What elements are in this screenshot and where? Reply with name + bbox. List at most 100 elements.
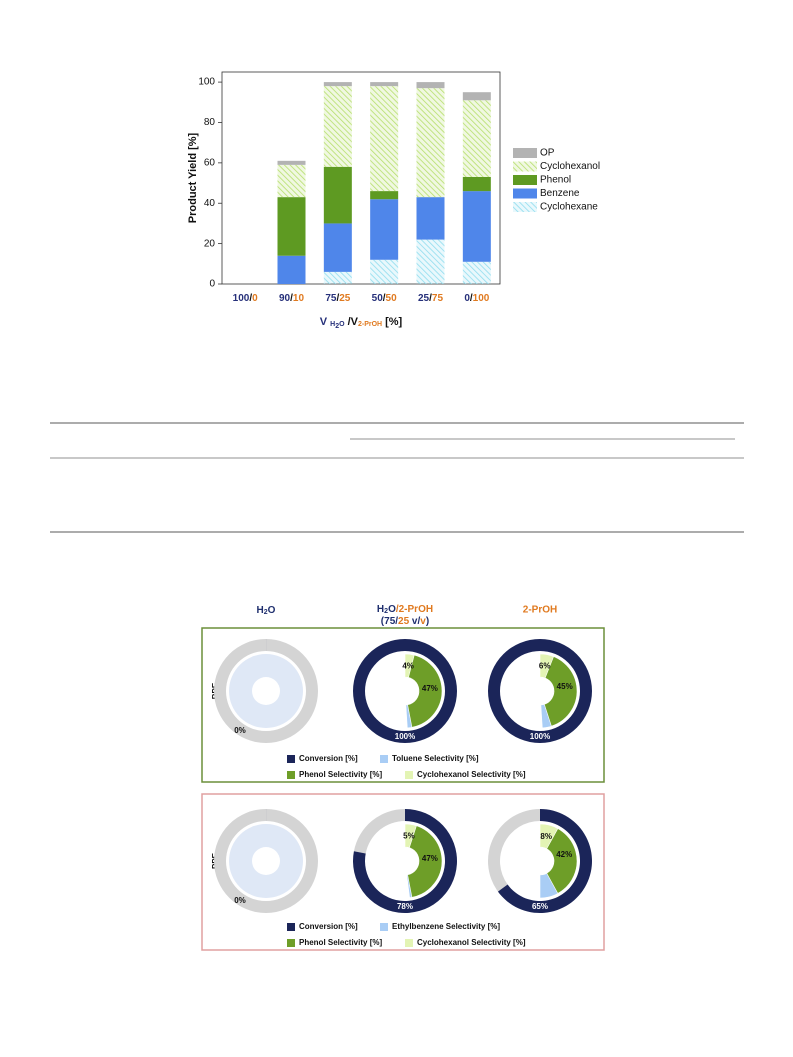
selectivity-slice bbox=[404, 823, 443, 898]
bar-segment bbox=[277, 160, 306, 165]
ring-rest bbox=[353, 809, 405, 854]
bar-segment bbox=[416, 239, 445, 284]
legend-swatch bbox=[513, 202, 537, 212]
bar-segment bbox=[277, 255, 306, 284]
legend-swatch bbox=[513, 161, 537, 172]
header-part: O bbox=[268, 605, 276, 616]
row-frame bbox=[201, 627, 605, 783]
bar-segment bbox=[323, 223, 352, 272]
selectivity-label: 8% bbox=[540, 832, 552, 841]
x-label-part: [%] bbox=[385, 316, 402, 328]
x-tick-label-part: 90 bbox=[279, 293, 291, 304]
selectivity-label: 45% bbox=[557, 682, 573, 691]
legend-swatch bbox=[513, 188, 537, 199]
legend-label: Cyclohexanol Selectivity [%] bbox=[417, 770, 526, 779]
plot-frame bbox=[221, 71, 501, 285]
bar-segment bbox=[323, 86, 352, 167]
selectivity-slice bbox=[404, 653, 415, 678]
bar-segment bbox=[462, 176, 491, 192]
x-tick-label: 50/50 bbox=[372, 293, 397, 304]
selectivity-label: 6% bbox=[539, 662, 551, 671]
x-label-part: O bbox=[339, 321, 345, 328]
column-header: H2O/2-PrOH bbox=[377, 604, 433, 615]
legend-label: Phenol Selectivity [%] bbox=[299, 938, 382, 947]
empty-core bbox=[252, 677, 280, 705]
selectivity-label: 4% bbox=[402, 661, 414, 670]
bar-segment bbox=[462, 191, 491, 262]
y-tick-label: 100 bbox=[198, 77, 215, 88]
legend-swatch bbox=[405, 939, 413, 947]
selectivity-slice bbox=[539, 823, 559, 850]
legend-swatch bbox=[287, 939, 295, 947]
bar-segment bbox=[462, 92, 491, 101]
bar-segment bbox=[277, 164, 306, 198]
legend-swatch bbox=[380, 755, 388, 763]
y-tick-label: 80 bbox=[204, 117, 216, 128]
empty-core bbox=[252, 847, 280, 875]
conversion-label: 100% bbox=[395, 732, 415, 741]
selectivity-label: 42% bbox=[556, 850, 572, 859]
x-tick-label-part: 0 bbox=[464, 293, 470, 304]
x-tick-label-part: / bbox=[383, 293, 386, 304]
selectivity-label: 47% bbox=[422, 854, 438, 863]
conversion-label: 0% bbox=[234, 896, 246, 905]
x-label-part: V bbox=[320, 316, 328, 328]
bar-segment bbox=[370, 82, 399, 87]
header-part: 25 bbox=[398, 616, 410, 627]
x-tick-label-part: / bbox=[290, 293, 293, 304]
bar-segment bbox=[370, 199, 399, 260]
y-tick-label: 0 bbox=[209, 279, 215, 290]
legend-label: OP bbox=[540, 148, 555, 159]
x-tick-label-part: 50 bbox=[372, 293, 384, 304]
y-tick-label: 20 bbox=[204, 238, 216, 249]
x-label-part: 2-PrOH bbox=[358, 321, 382, 328]
header-part: H bbox=[257, 605, 264, 616]
legend-swatch bbox=[513, 175, 537, 185]
bar-segment bbox=[416, 82, 445, 89]
legend-label: Benzene bbox=[540, 188, 580, 199]
legend-swatch bbox=[513, 148, 537, 158]
x-tick-label-part: / bbox=[429, 293, 432, 304]
legend-label: Conversion [%] bbox=[299, 754, 358, 763]
legend-swatch bbox=[287, 755, 295, 763]
x-tick-label-part: 50 bbox=[386, 293, 398, 304]
x-tick-label: 25/75 bbox=[418, 293, 443, 304]
legend-label: Phenol bbox=[540, 175, 571, 186]
bar-segment bbox=[416, 88, 445, 198]
y-tick-label: 40 bbox=[204, 198, 216, 209]
conversion-label: 100% bbox=[530, 732, 550, 741]
legend-swatch bbox=[287, 771, 295, 779]
header-part: v/ bbox=[409, 616, 420, 627]
x-tick-label-part: / bbox=[249, 293, 252, 304]
legend-label: Cyclohexanol bbox=[540, 161, 600, 172]
bar-segment bbox=[323, 82, 352, 87]
legend-label: Ethylbenzene Selectivity [%] bbox=[392, 922, 500, 931]
legend-label: Cyclohexanol Selectivity [%] bbox=[417, 938, 526, 947]
header-part: 2 bbox=[384, 608, 388, 615]
y-axis-label: Product Yield [%] bbox=[187, 132, 199, 223]
bar-segment bbox=[370, 191, 399, 200]
x-tick-label-part: 100 bbox=[473, 293, 490, 304]
selectivity-slice bbox=[539, 653, 555, 679]
x-label-part: /V bbox=[348, 316, 359, 328]
row-frame bbox=[201, 793, 605, 951]
ring-rest bbox=[488, 809, 540, 892]
bar-segment bbox=[277, 197, 306, 256]
header-part: O bbox=[388, 604, 396, 615]
column-header: (75/25 v/v) bbox=[381, 616, 429, 627]
x-tick-label-part: 0 bbox=[252, 293, 258, 304]
bar-segment bbox=[462, 100, 491, 177]
header-part: v bbox=[420, 616, 426, 627]
column-header: H2O bbox=[257, 605, 276, 616]
x-tick-label-part: 75 bbox=[325, 293, 337, 304]
legend-swatch bbox=[287, 923, 295, 931]
x-tick-label-part: 10 bbox=[293, 293, 305, 304]
x-tick-label: 90/10 bbox=[279, 293, 304, 304]
header-part: 2 bbox=[264, 609, 268, 616]
selectivity-slice bbox=[404, 823, 417, 849]
legend-swatch bbox=[405, 771, 413, 779]
x-tick-label-part: 100 bbox=[233, 293, 250, 304]
legend-swatch bbox=[380, 923, 388, 931]
x-label-part: 2 bbox=[335, 323, 339, 330]
